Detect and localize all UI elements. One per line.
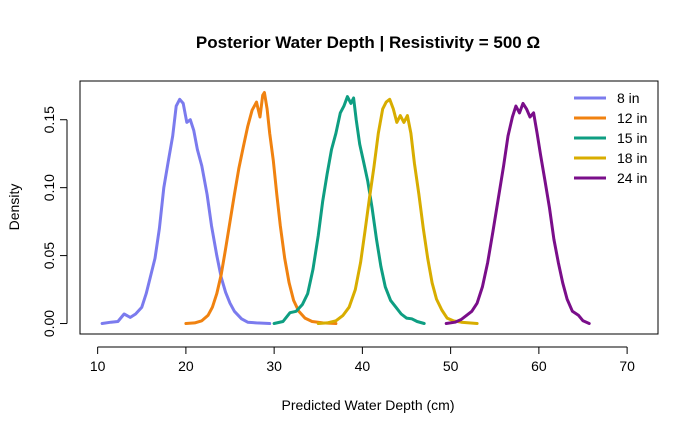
x-tick-label: 40 xyxy=(355,358,371,374)
y-axis-label: Density xyxy=(6,184,22,231)
series-line-18-in xyxy=(316,97,479,325)
x-tick-label: 70 xyxy=(619,358,635,374)
y-axis: 0.00 0.05 0.10 0.15 xyxy=(41,106,68,337)
y-tick-label: 0.00 xyxy=(41,310,57,337)
series-lines xyxy=(100,91,591,325)
y-tick-label: 0.05 xyxy=(41,242,57,269)
legend-label: 24 in xyxy=(617,170,647,186)
series-line-8-in xyxy=(100,97,272,325)
x-tick-label: 30 xyxy=(266,358,282,374)
chart-title: Posterior Water Depth | Resistivity = 50… xyxy=(196,33,540,52)
x-tick-label: 10 xyxy=(90,358,106,374)
x-axis-label: Predicted Water Depth (cm) xyxy=(282,397,455,413)
series-line-12-in xyxy=(184,91,338,325)
series-line-24-in xyxy=(444,101,591,325)
plot-frame xyxy=(79,80,659,335)
x-tick-label: 20 xyxy=(178,358,194,374)
series-line-15-in xyxy=(272,95,426,325)
y-tick-label: 0.15 xyxy=(41,106,57,133)
y-tick-label: 0.10 xyxy=(41,174,57,201)
x-tick-label: 60 xyxy=(531,358,547,374)
x-axis: 10 20 30 40 50 60 70 xyxy=(90,346,635,374)
legend: 8 in 12 in 15 in 18 in 24 in xyxy=(574,90,647,186)
legend-label: 18 in xyxy=(617,150,647,166)
legend-label: 12 in xyxy=(617,110,647,126)
legend-label: 8 in xyxy=(617,90,640,106)
legend-label: 15 in xyxy=(617,130,647,146)
x-tick-label: 50 xyxy=(443,358,459,374)
